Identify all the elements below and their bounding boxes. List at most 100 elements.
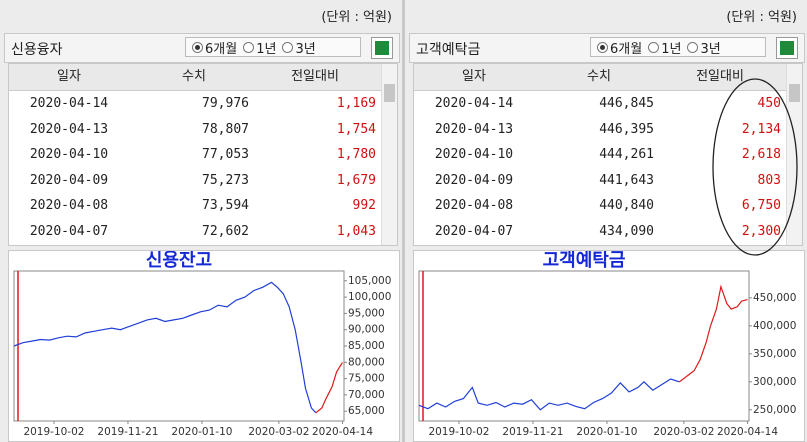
data-line (13, 281, 317, 414)
radio-button[interactable] (282, 41, 294, 53)
y-tick-label: 85,000 (348, 340, 385, 352)
header-cell: 일자 (57, 69, 81, 84)
option-label: 1년 (256, 41, 277, 57)
table-cell: 1,780 (336, 147, 376, 162)
x-tick-label: 2020-03-02 (248, 426, 309, 438)
data-line (679, 284, 748, 383)
table-cell: 75,273 (202, 172, 249, 188)
table-cell: 1,043 (336, 223, 376, 239)
header-cell: 수치 (182, 69, 206, 84)
table-cell: 441,643 (599, 172, 654, 188)
period-option[interactable]: 3년 (282, 38, 316, 57)
table-cell: 1,169 (336, 96, 376, 111)
header-cell: 전일대비 (696, 69, 744, 84)
y-tick-label: 250,000 (753, 404, 796, 416)
table-cell: 2020-04-08 (434, 198, 514, 213)
x-tick-label: 2020-03-02 (653, 426, 714, 438)
y-tick-label: 95,000 (348, 307, 385, 319)
table-cell: 6,750 (741, 198, 781, 213)
chart-title: 고객예탁금 (543, 251, 626, 271)
header-cell: 수치 (587, 69, 611, 84)
plot-area (13, 270, 345, 422)
table-cell: 2020-04-14 (29, 96, 109, 111)
chart-panel: 고객예탁금 450,000 400,000 350,000 300,000 250,000… (413, 250, 805, 442)
table-cell: 2,300 (741, 223, 781, 239)
table-cell: 2020-04-13 (434, 121, 514, 137)
table-cell: 2020-04-13 (29, 121, 109, 137)
radio-button[interactable] (648, 41, 660, 53)
period-option[interactable]: 1년 (648, 38, 681, 57)
plot-area (418, 270, 750, 422)
scrollbar[interactable] (381, 64, 397, 245)
period-option[interactable]: 6개월 (597, 38, 642, 57)
radio-button[interactable] (687, 41, 699, 53)
option-label: 1년 (661, 41, 682, 57)
excel-button[interactable] (776, 37, 798, 59)
x-tick-label: 2020-04-14 (312, 426, 373, 438)
y-tick-label: 400,000 (753, 320, 796, 332)
chart-panel: 신용잔고 105,000 100,000 95,000 90,000 85,000 80,0… (8, 250, 400, 442)
x-tick-label: 2019-11-21 (502, 426, 563, 438)
table-cell: 2020-04-07 (434, 223, 514, 239)
y-tick-label: 80,000 (348, 356, 385, 368)
title-bar: 신용융자 6개월 1년 3년 (4, 33, 400, 63)
radio-button[interactable] (597, 41, 608, 53)
panel: (단위 : 억원) 신용융자 6개월 1년 3년 일자 수치 전일대비 2020-04-14 79… (0, 0, 402, 442)
radio-button[interactable] (243, 41, 255, 53)
header-cell: 전일대비 (291, 69, 339, 84)
table-cell: 2020-04-09 (434, 172, 514, 188)
y-tick-label: 100,000 (348, 291, 391, 303)
table-cell: 2020-04-10 (29, 147, 109, 162)
y-tick-label: 65,000 (348, 405, 385, 417)
table-cell: 446,395 (599, 121, 654, 137)
unit-label: (단위 : 억원) (726, 10, 797, 25)
period-selector: 6개월 1년 3년 (590, 37, 766, 57)
y-tick-label: 70,000 (348, 389, 385, 401)
data-table: 일자 수치 전일대비 2020-04-14 79,976 1,169 2020-04-13 7… (8, 63, 398, 246)
scroll-thumb[interactable] (384, 84, 395, 102)
option-label: 6개월 (610, 41, 643, 57)
table-cell: 440,840 (599, 198, 654, 213)
unit-label: (단위 : 억원) (321, 10, 392, 25)
period-option[interactable]: 3년 (687, 38, 721, 57)
table-cell: 1,679 (336, 172, 376, 188)
table-cell: 2020-04-08 (29, 198, 109, 213)
period-selector: 6개월 1년 3년 (185, 37, 361, 57)
table-cell: 992 (352, 198, 376, 213)
panel-title: 신용융자 (11, 42, 63, 58)
header-cell: 일자 (462, 69, 486, 84)
x-tick-label: 2019-11-21 (97, 426, 158, 438)
x-tick-label: 2020-01-10 (171, 426, 232, 438)
title-bar: 고객예탁금 6개월 1년 3년 (409, 33, 805, 63)
period-option[interactable]: 1년 (243, 38, 276, 57)
table-cell: 446,845 (599, 96, 654, 111)
table-header: 일자 수치 전일대비 (9, 64, 381, 91)
table-header: 일자 수치 전일대비 (414, 64, 786, 91)
scroll-thumb[interactable] (789, 84, 800, 102)
divider (402, 0, 405, 442)
data-table: 일자 수치 전일대비 2020-04-14 446,845 450 2020-04-13 44… (413, 63, 803, 246)
data-line (315, 362, 344, 414)
y-tick-label: 75,000 (348, 373, 385, 385)
table-cell: 1,754 (336, 121, 376, 137)
table-cell: 2,134 (741, 121, 781, 137)
table-cell: 2020-04-07 (29, 223, 109, 239)
scrollbar[interactable] (786, 64, 802, 245)
chart-title: 신용잔고 (146, 251, 212, 271)
excel-button[interactable] (371, 37, 393, 59)
table-cell: 434,090 (599, 223, 654, 239)
panel-title: 고객예탁금 (416, 42, 481, 58)
radio-button[interactable] (192, 41, 203, 53)
table-cell: 2020-04-14 (434, 96, 514, 111)
excel-icon (780, 41, 794, 55)
option-label: 3년 (295, 41, 316, 57)
table-cell: 73,594 (202, 198, 249, 213)
option-label: 3년 (700, 41, 721, 57)
y-tick-label: 350,000 (753, 348, 796, 360)
period-option[interactable]: 6개월 (192, 38, 237, 57)
x-tick-label: 2020-04-14 (717, 426, 778, 438)
table-cell: 2020-04-09 (29, 172, 109, 188)
table-cell: 444,261 (599, 147, 654, 162)
